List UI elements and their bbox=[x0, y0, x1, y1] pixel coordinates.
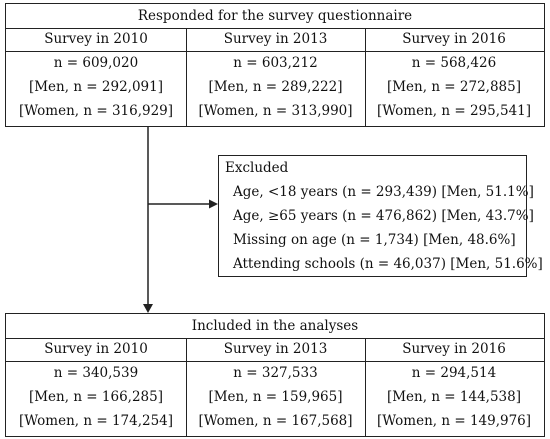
survey-men: [Men, n = 292,091] bbox=[28, 79, 164, 95]
survey-label: Survey in 2010 bbox=[44, 341, 148, 357]
included-box: Included in the analyses Survey in 2010 … bbox=[5, 313, 545, 437]
survey-women: [Women, n = 149,976] bbox=[376, 413, 532, 429]
responded-box: Responded for the survey questionnaire S… bbox=[5, 3, 545, 127]
survey-total: n = 603,212 bbox=[233, 55, 318, 71]
divider bbox=[365, 28, 366, 126]
survey-2016-column: Survey in 2016 n = 568,426 [Men, n = 272… bbox=[365, 28, 543, 123]
excluded-item: Age, ≥65 years (n = 476,862) [Men, 43.7%… bbox=[233, 208, 534, 224]
divider bbox=[186, 28, 187, 126]
excluded-item: Attending schools (n = 46,037) [Men, 51.… bbox=[233, 256, 543, 272]
survey-total: n = 294,514 bbox=[411, 365, 497, 381]
survey-men: [Men, n = 144,538] bbox=[386, 389, 522, 405]
survey-women: [Women, n = 313,990] bbox=[198, 103, 353, 119]
down-arrowhead bbox=[143, 304, 153, 313]
survey-2010-column: Survey in 2010 n = 340,539 [Men, n = 166… bbox=[6, 338, 186, 433]
survey-men: [Men, n = 289,222] bbox=[208, 79, 343, 95]
survey-label: Survey in 2013 bbox=[223, 31, 328, 47]
survey-total: n = 568,426 bbox=[411, 55, 497, 71]
excluded-title: Excluded bbox=[225, 160, 289, 176]
included-title: Included in the analyses bbox=[191, 318, 359, 334]
survey-2016-column: Survey in 2016 n = 294,514 [Men, n = 144… bbox=[365, 338, 543, 433]
survey-women: [Women, n = 174,254] bbox=[18, 413, 174, 429]
survey-total: n = 327,533 bbox=[233, 365, 318, 381]
survey-total: n = 340,539 bbox=[53, 365, 139, 381]
survey-label: Survey in 2010 bbox=[44, 31, 148, 47]
survey-women: [Women, n = 295,541] bbox=[376, 103, 532, 119]
survey-label: Survey in 2016 bbox=[402, 341, 506, 357]
survey-men: [Men, n = 159,965] bbox=[208, 389, 343, 405]
survey-label: Survey in 2016 bbox=[402, 31, 506, 47]
survey-2010-column: Survey in 2010 n = 609,020 [Men, n = 292… bbox=[6, 28, 186, 123]
responded-title: Responded for the survey questionnaire bbox=[137, 8, 413, 24]
survey-2013-column: Survey in 2013 n = 327,533 [Men, n = 159… bbox=[186, 338, 365, 433]
excluded-box: Excluded Age, <18 years (n = 293,439) [M… bbox=[218, 155, 543, 277]
divider bbox=[6, 361, 544, 362]
right-arrowhead bbox=[209, 199, 218, 209]
survey-label: Survey in 2013 bbox=[223, 341, 328, 357]
excluded-item: Missing on age (n = 1,734) [Men, 48.6%] bbox=[233, 232, 516, 248]
excluded-item: Age, <18 years (n = 293,439) [Men, 51.1%… bbox=[233, 184, 534, 200]
survey-2013-column: Survey in 2013 n = 603,212 [Men, n = 289… bbox=[186, 28, 365, 123]
divider bbox=[6, 28, 544, 29]
survey-total: n = 609,020 bbox=[53, 55, 139, 71]
survey-men: [Men, n = 272,885] bbox=[386, 79, 522, 95]
divider bbox=[365, 338, 366, 436]
divider bbox=[186, 338, 187, 436]
survey-men: [Men, n = 166,285] bbox=[28, 389, 164, 405]
divider bbox=[6, 51, 544, 52]
survey-women: [Women, n = 316,929] bbox=[18, 103, 174, 119]
divider bbox=[6, 338, 544, 339]
survey-women: [Women, n = 167,568] bbox=[198, 413, 353, 429]
